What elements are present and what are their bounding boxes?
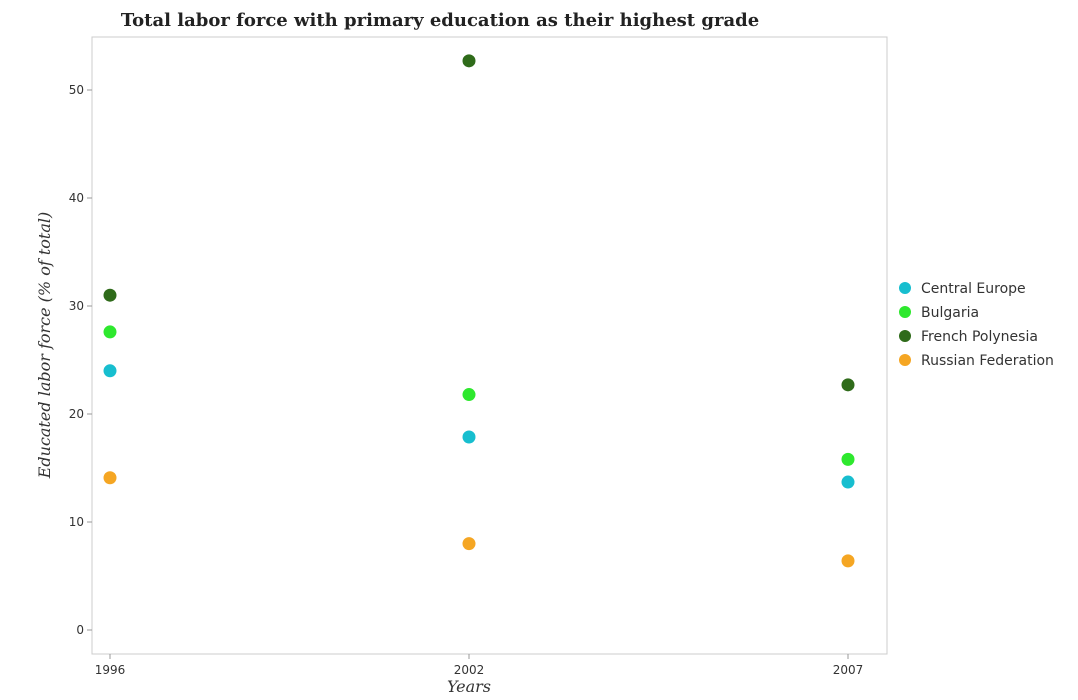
legend-marker [899, 330, 911, 342]
x-axis: 1996 2002 2007 [95, 654, 864, 677]
plot-frame [91, 36, 888, 655]
point-bulgaria-2002 [462, 388, 476, 402]
x-tick-label: 2007 [833, 663, 864, 677]
x-tick-label: 1996 [95, 663, 126, 677]
y-tick-label: 50 [69, 83, 84, 97]
point-french-polynesia-2002 [462, 54, 476, 68]
point-french-polynesia-1996 [103, 288, 117, 302]
legend-label: Russian Federation [921, 353, 1054, 369]
point-bulgaria-2007 [841, 452, 855, 466]
legend-marker [899, 306, 911, 318]
y-tick-label: 0 [76, 623, 84, 637]
y-tick-label: 30 [69, 299, 84, 313]
data-points [103, 54, 855, 568]
y-tick-label: 40 [69, 191, 84, 205]
y-axis-title: Educated labor force (% of total) [35, 212, 54, 480]
y-tick-label: 10 [69, 515, 84, 529]
point-central-europe-2002 [462, 430, 476, 444]
y-axis: 0 10 20 30 40 50 [69, 83, 92, 637]
y-tick-label: 20 [69, 407, 84, 421]
x-tick-label: 2002 [454, 663, 485, 677]
point-russian-federation-1996 [103, 471, 117, 485]
legend: Central Europe Bulgaria French Polynesia Ru… [899, 281, 1054, 369]
point-central-europe-1996 [103, 364, 117, 378]
point-bulgaria-1996 [103, 325, 117, 339]
point-russian-federation-2007 [841, 554, 855, 568]
legend-marker [899, 282, 911, 294]
point-central-europe-2007 [841, 475, 855, 489]
legend-label: French Polynesia [921, 329, 1038, 345]
chart-title: Total labor force with primary education… [121, 10, 759, 31]
legend-marker [899, 354, 911, 366]
legend-label: Bulgaria [921, 305, 979, 321]
legend-label: Central Europe [921, 281, 1026, 297]
x-axis-title: Years [447, 677, 491, 696]
point-french-polynesia-2007 [841, 378, 855, 392]
point-russian-federation-2002 [462, 537, 476, 551]
